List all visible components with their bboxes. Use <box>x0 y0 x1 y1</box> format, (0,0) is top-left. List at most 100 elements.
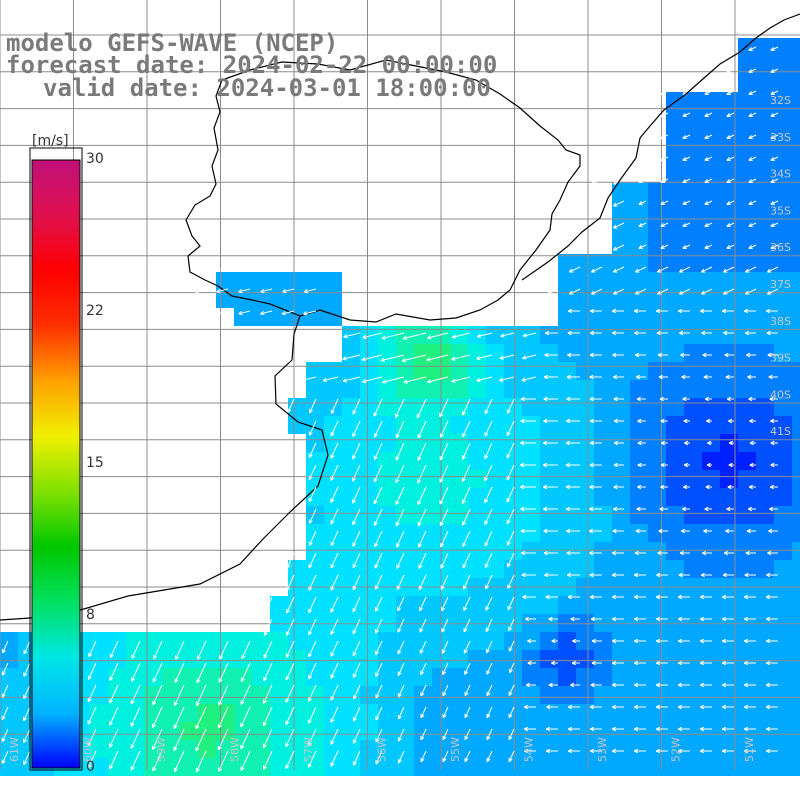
wind-arrow <box>660 156 669 161</box>
wind-cell <box>252 650 270 668</box>
wind-cell <box>450 380 468 398</box>
wind-arrow <box>439 442 449 461</box>
wind-cell <box>450 524 468 542</box>
wind-arrow <box>543 506 558 512</box>
wind-arrow <box>352 750 361 766</box>
model-title: modelo GEFS-WAVE (NCEP) <box>6 29 339 57</box>
wind-cell <box>702 254 720 272</box>
wind-cell <box>288 416 306 434</box>
wind-cell <box>252 308 270 326</box>
wind-arrow <box>520 484 536 490</box>
wind-cell <box>720 596 738 614</box>
wind-cell <box>792 542 800 560</box>
wind-cell <box>756 758 774 776</box>
wind-arrow <box>521 572 536 578</box>
wind-arrow <box>749 418 756 424</box>
wind-arrow <box>613 440 624 446</box>
wind-arrow <box>770 68 779 73</box>
wind-arrow <box>612 200 625 207</box>
wind-arrow <box>330 596 339 613</box>
wind-arrow <box>746 352 756 358</box>
wind-cell <box>486 524 504 542</box>
wind-arrow <box>330 728 339 745</box>
wind-cell <box>774 182 792 200</box>
wind-arrow <box>262 750 273 770</box>
wind-cell <box>738 74 756 92</box>
wind-cell <box>756 632 774 650</box>
wind-arrow <box>770 156 779 161</box>
wind-arrow <box>173 728 185 751</box>
wind-cell <box>324 362 342 380</box>
wind-cell <box>576 542 594 560</box>
wind-cell <box>450 740 468 758</box>
wind-arrow <box>152 750 163 772</box>
wind-cell <box>396 506 414 524</box>
wind-arrow <box>723 330 734 336</box>
wind-arrow <box>633 660 646 666</box>
wind-cell <box>558 668 576 686</box>
wind-arrow <box>131 662 141 682</box>
wind-arrow <box>766 266 779 273</box>
wind-cell <box>792 326 800 344</box>
wind-cell <box>738 668 756 686</box>
wind-arrow <box>486 728 493 741</box>
wind-arrow <box>507 552 515 568</box>
wind-cell <box>774 632 792 650</box>
wind-cell <box>666 272 684 290</box>
wind-arrow <box>682 200 691 205</box>
wind-arrow <box>699 594 712 600</box>
wind-arrow <box>655 682 668 688</box>
wind-arrow <box>330 684 339 701</box>
wind-arrow <box>611 660 624 666</box>
wind-cell <box>450 470 468 488</box>
wind-cell <box>630 254 648 272</box>
wind-arrow <box>677 638 690 644</box>
wind-arrow <box>638 222 647 227</box>
wind-cell <box>414 452 432 470</box>
wind-arrow <box>684 440 690 446</box>
wind-arrow <box>262 728 273 749</box>
wind-arrow <box>440 552 449 569</box>
wind-cell <box>576 506 594 524</box>
wind-cell <box>702 398 720 416</box>
wind-arrow <box>308 486 317 503</box>
wind-cell <box>522 362 540 380</box>
wind-arrow <box>219 640 229 660</box>
wind-cell <box>792 398 800 416</box>
wind-cell <box>342 524 360 542</box>
wind-cell <box>360 560 378 578</box>
wind-arrow <box>464 706 471 719</box>
wind-arrow <box>352 530 361 547</box>
wind-cell <box>504 326 522 344</box>
wind-cell <box>522 740 540 758</box>
wind-arrow <box>589 748 602 754</box>
wind-cell <box>360 722 378 740</box>
wind-arrow <box>769 396 778 402</box>
wind-arrow <box>464 750 471 763</box>
wind-arrow <box>637 440 646 446</box>
wind-cell <box>720 740 738 758</box>
wind-cell <box>666 524 684 542</box>
wind-arrow <box>260 288 273 294</box>
wind-arrow <box>699 748 712 754</box>
wind-cell <box>774 308 792 326</box>
wind-cell <box>468 758 486 776</box>
lat-label: 34S <box>770 168 791 181</box>
wind-cell <box>324 506 342 524</box>
wind-cell <box>396 452 414 470</box>
wind-cell <box>234 290 252 308</box>
wind-cell <box>306 614 324 632</box>
wind-arrow <box>590 288 603 295</box>
wind-cell <box>792 56 800 74</box>
wind-cell <box>486 434 504 452</box>
wind-cell <box>630 668 648 686</box>
wind-arrow <box>525 616 536 622</box>
wind-cell <box>774 146 792 164</box>
wind-cell <box>774 668 792 686</box>
lat-label: 33S <box>770 131 791 144</box>
wind-cell <box>738 650 756 668</box>
wind-arrow <box>721 594 734 600</box>
wind-arrow <box>373 398 383 417</box>
wind-cell <box>702 326 720 344</box>
wind-cell <box>648 650 666 668</box>
